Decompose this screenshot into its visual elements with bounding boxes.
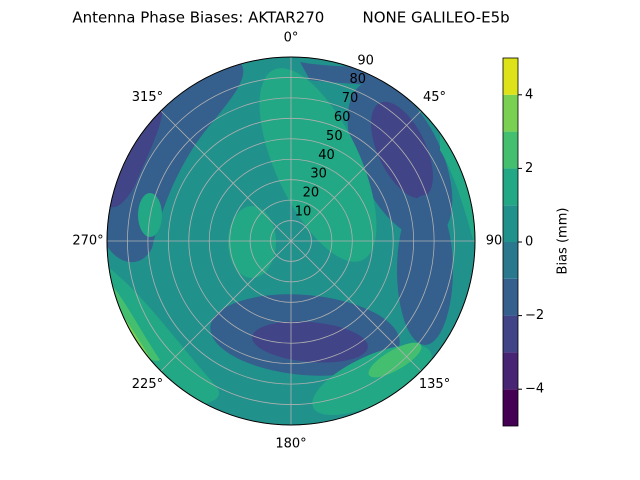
colorbar-band <box>503 58 518 95</box>
polar-frame <box>106 56 476 426</box>
theta-tick-label: 225° <box>132 377 163 392</box>
colorbar-band <box>503 131 518 169</box>
r-tick-label: 30 <box>310 167 327 182</box>
colorbar-band <box>503 389 518 426</box>
r-tick-label: 10 <box>295 204 312 219</box>
r-tick-label: 40 <box>318 148 335 163</box>
colorbar-tick-label: −4 <box>525 382 544 397</box>
chart-title: Antenna Phase Biases: AKTAR270 NONE GALI… <box>72 9 509 27</box>
r-tick-label: 70 <box>342 91 359 106</box>
colorbar-band <box>503 315 518 353</box>
contour-region <box>397 195 453 345</box>
theta-tick-label: 270° <box>72 234 103 249</box>
contour-region <box>108 280 160 361</box>
theta-tick-label: 180° <box>275 437 306 452</box>
grid-spoke <box>290 240 422 372</box>
colorbar-label: Bias (mm) <box>556 208 571 275</box>
colorbar-tick-label: 2 <box>525 161 533 176</box>
colorbar-tick-label: 4 <box>525 87 533 102</box>
theta-tick-label: 90 <box>486 234 503 249</box>
contour-region <box>259 68 377 262</box>
contour-region <box>107 100 163 208</box>
colorbar-band <box>503 242 518 279</box>
r-tick-label: 90 <box>357 53 374 68</box>
r-tick-label: 50 <box>326 129 343 144</box>
colorbar-band <box>503 94 518 132</box>
contour-region <box>440 120 475 250</box>
r-tick-label: 20 <box>303 186 320 201</box>
grid-spoke <box>290 110 422 242</box>
contour-region <box>368 342 422 378</box>
grid-spoke <box>160 110 292 242</box>
contour-region <box>228 206 276 278</box>
theta-tick-label: 45° <box>423 90 446 105</box>
contour-region <box>107 265 219 404</box>
grid <box>106 56 476 426</box>
colorbar-band <box>503 352 518 390</box>
theta-tick-label: 135° <box>419 377 450 392</box>
colorbar-tick-label: −2 <box>525 308 544 323</box>
r-tick-label: 80 <box>350 72 367 87</box>
grid-spoke <box>160 240 292 372</box>
theta-tick-label: 315° <box>132 90 163 105</box>
colorbar-band <box>503 168 518 206</box>
r-tick-label: 60 <box>334 110 351 125</box>
colorbar-band <box>503 278 518 316</box>
colorbar-tick-label: 0 <box>525 235 533 250</box>
theta-tick-label: 0° <box>284 31 299 46</box>
colorbar-band <box>503 205 518 242</box>
